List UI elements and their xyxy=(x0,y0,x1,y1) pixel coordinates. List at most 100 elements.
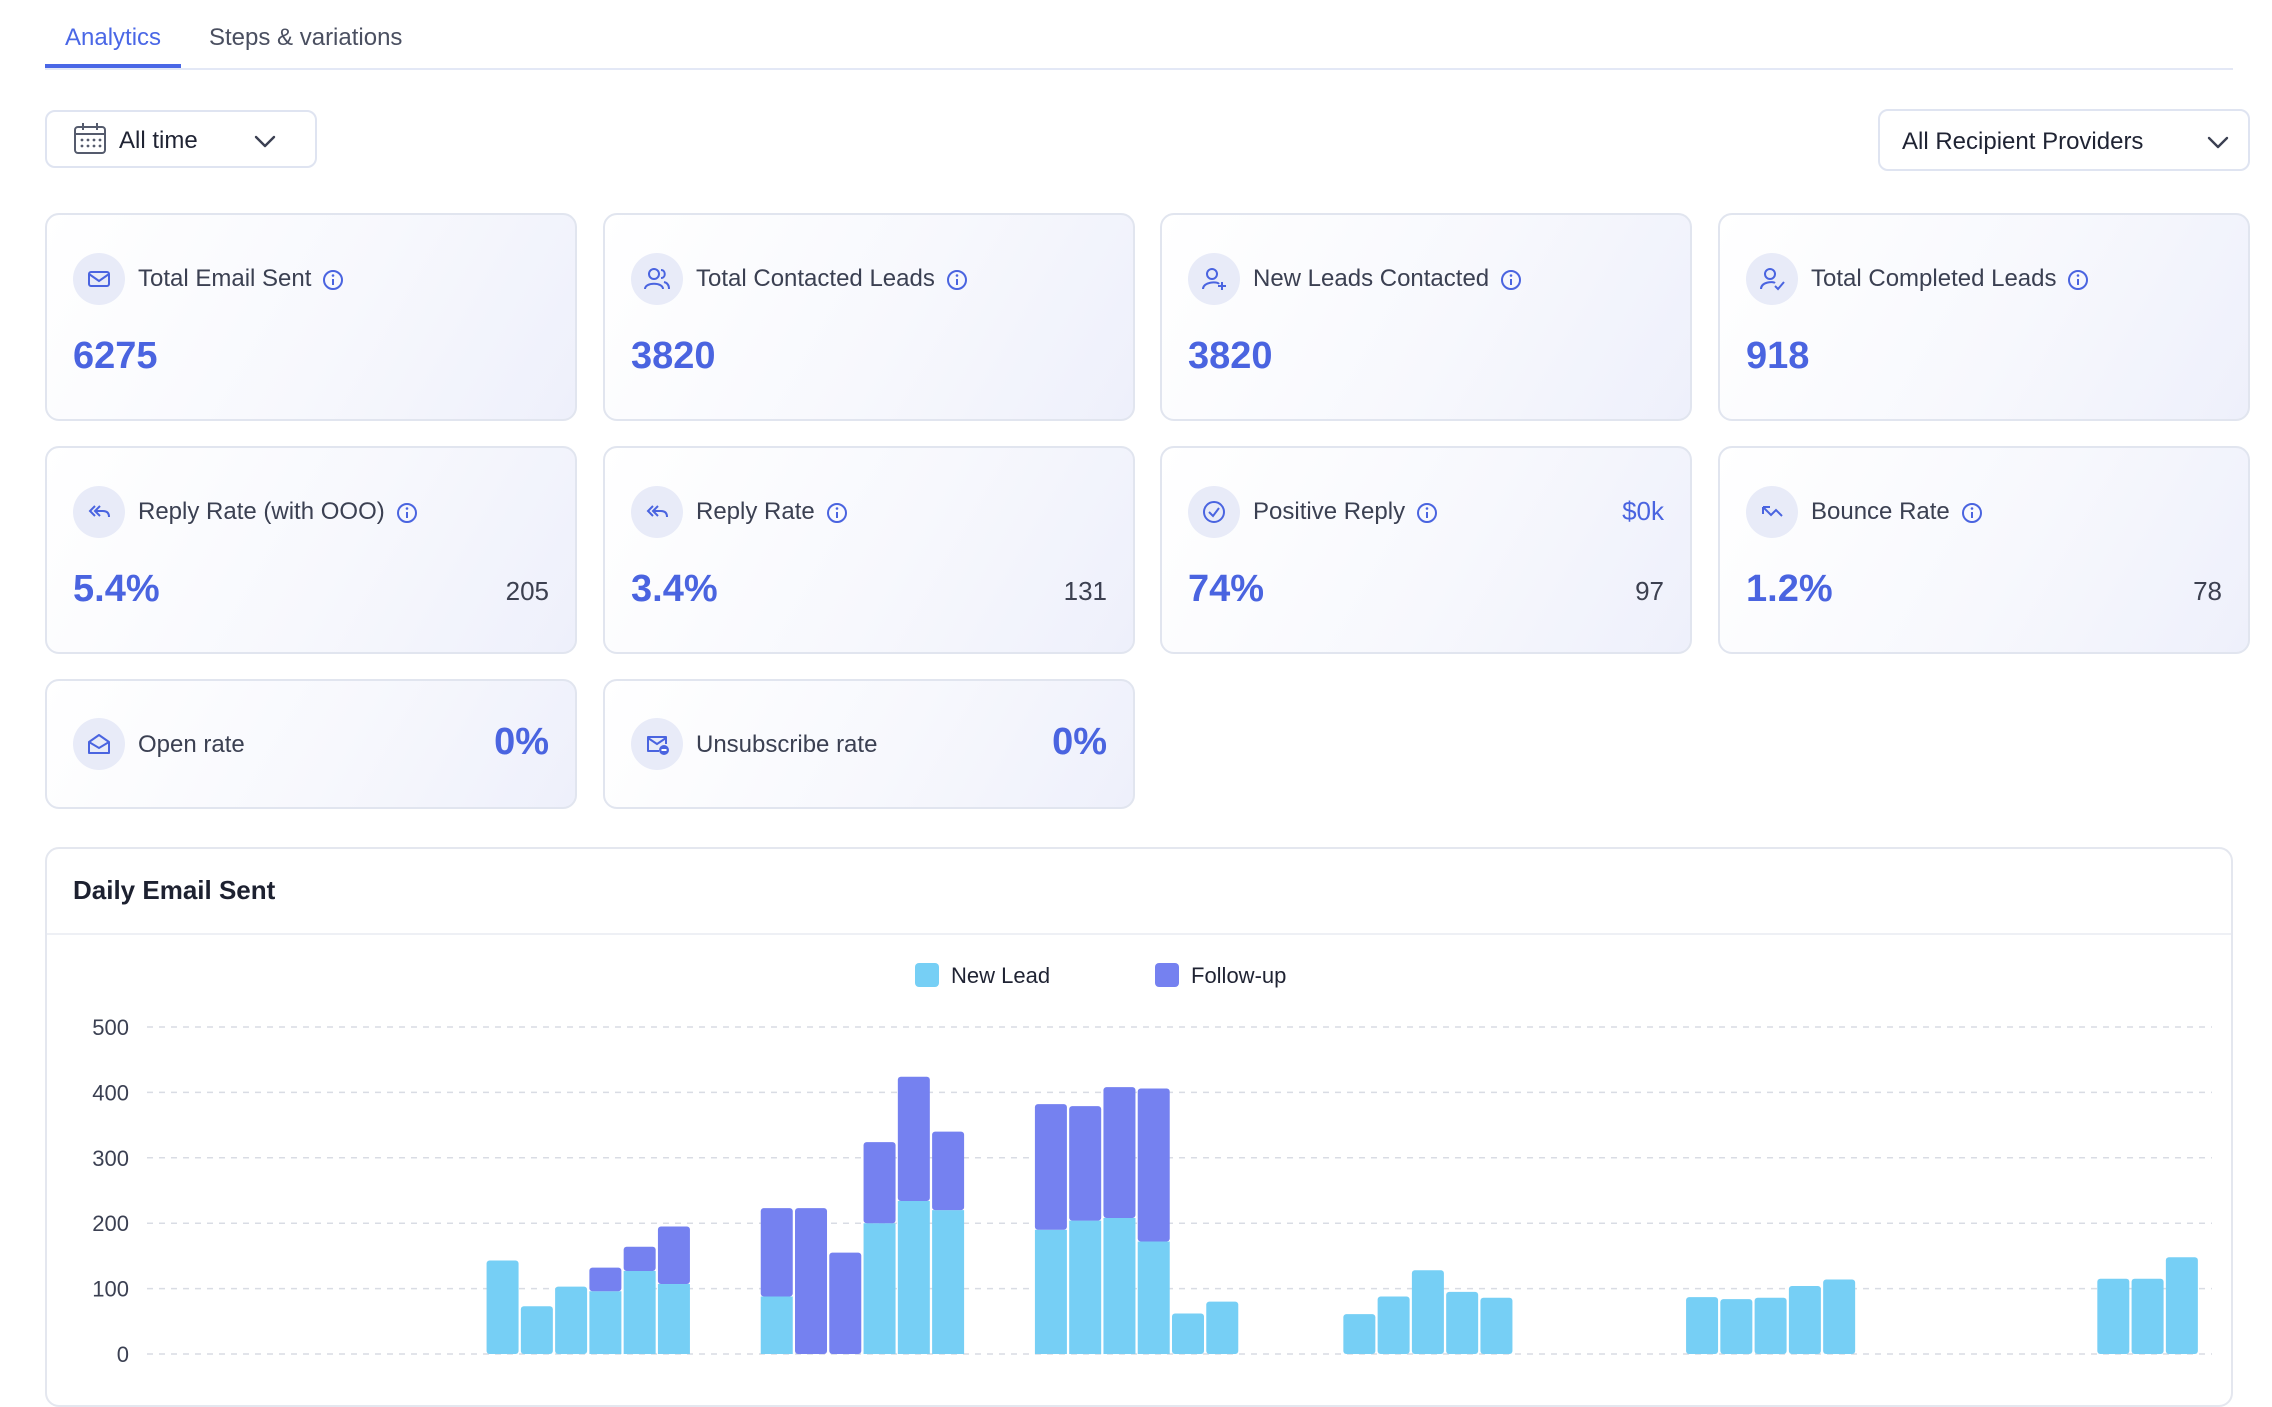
user-check-icon xyxy=(1746,253,1798,305)
tab-steps-variations[interactable]: Steps & variations xyxy=(209,24,403,51)
reply-all-icon xyxy=(631,486,683,538)
bar-segment xyxy=(1172,1313,1204,1354)
recipient-provider-value: All Recipient Providers xyxy=(1902,128,2144,155)
info-icon[interactable] xyxy=(1415,501,1439,525)
info-icon[interactable] xyxy=(321,268,345,292)
mail-minus-icon xyxy=(631,718,683,770)
card-new-leads-contacted: New Leads Contacted 3820 xyxy=(1160,213,1692,421)
bar-segment xyxy=(589,1267,622,1292)
bar-segment xyxy=(623,1246,656,1271)
bar-segment xyxy=(863,1142,896,1224)
card-value: 74% xyxy=(1188,568,1265,610)
time-range-value: All time xyxy=(119,127,198,154)
bar-segment xyxy=(932,1131,965,1211)
bar-segment xyxy=(760,1208,793,1297)
tab-analytics[interactable]: Analytics xyxy=(45,24,182,68)
bar-segment xyxy=(657,1226,690,1285)
bar-segment xyxy=(1069,1220,1102,1354)
bar-segment xyxy=(1446,1291,1479,1354)
info-icon[interactable] xyxy=(2066,268,2090,292)
info-icon[interactable] xyxy=(395,501,419,525)
bar-segment xyxy=(486,1260,519,1354)
card-value: 0% xyxy=(494,721,549,763)
card-count: 78 xyxy=(2193,576,2222,606)
bar-segment xyxy=(1137,1088,1170,1242)
bar-segment xyxy=(795,1208,828,1354)
campaign-analytics-page: Analytics Steps & variations All time Al… xyxy=(45,0,2250,1407)
bar-segment xyxy=(1788,1285,1821,1354)
card-title: Total Contacted Leads xyxy=(696,265,969,293)
bar-segment xyxy=(1377,1296,1410,1354)
bar-segment xyxy=(1754,1297,1787,1354)
check-circle-icon xyxy=(1188,486,1240,538)
bar-segment xyxy=(555,1286,588,1354)
tab-bar: Analytics Steps & variations xyxy=(45,0,2233,70)
bar-segment xyxy=(1206,1301,1239,1354)
info-icon[interactable] xyxy=(1499,268,1523,292)
recipient-provider-dropdown[interactable]: All Recipient Providers xyxy=(1878,109,2250,171)
legend-label: New Lead xyxy=(951,963,1050,988)
bar-segment xyxy=(1103,1217,1136,1354)
info-icon[interactable] xyxy=(825,501,849,525)
bar-segment xyxy=(932,1210,965,1354)
card-title: Bounce Rate xyxy=(1811,498,1984,526)
panel-divider xyxy=(47,933,2231,935)
time-range-dropdown[interactable]: All time xyxy=(45,110,317,168)
chevron-down-icon xyxy=(254,135,276,148)
bar-segment xyxy=(2165,1257,2198,1354)
card-unsubscribe-rate: Unsubscribe rate 0% xyxy=(603,679,1135,809)
card-total-email-sent: Total Email Sent 6275 xyxy=(45,213,577,421)
bar-segment xyxy=(760,1296,793,1354)
card-value: 3820 xyxy=(1188,335,1273,377)
bar-segment xyxy=(589,1291,622,1354)
bar-segment xyxy=(1686,1297,1719,1354)
info-icon[interactable] xyxy=(1960,501,1984,525)
bar-segment xyxy=(1103,1087,1136,1218)
card-count: 205 xyxy=(505,576,549,606)
card-positive-reply: Positive Reply $0k 74% 97 xyxy=(1160,446,1692,654)
card-total-contacted-leads: Total Contacted Leads 3820 xyxy=(603,213,1135,421)
y-tick-label: 0 xyxy=(117,1342,129,1367)
card-title: Open rate xyxy=(138,731,245,758)
bar-segment xyxy=(1411,1270,1444,1354)
bar-segment xyxy=(520,1306,553,1354)
card-title: Total Completed Leads xyxy=(1811,265,2090,293)
daily-email-chart: 0 100 200 300 400 500 New Lead Follow-up xyxy=(92,963,2212,1367)
chart-title: Daily Email Sent xyxy=(73,875,276,905)
bar-segment xyxy=(2097,1278,2130,1354)
card-reply-rate: Reply Rate 3.4% 131 xyxy=(603,446,1135,654)
card-value: 3.4% xyxy=(631,568,718,610)
bar-segment xyxy=(2131,1278,2164,1354)
users-icon xyxy=(631,253,683,305)
chevron-down-icon xyxy=(2207,136,2229,149)
card-title: Reply Rate (with OOO) xyxy=(138,498,419,526)
reply-all-icon xyxy=(73,486,125,538)
card-value: 1.2% xyxy=(1746,568,1833,610)
bar-segment xyxy=(1034,1104,1067,1230)
bar-segment xyxy=(1034,1229,1067,1354)
calendar-icon xyxy=(74,123,106,154)
card-count: 131 xyxy=(1063,576,1107,606)
y-tick-label: 200 xyxy=(92,1211,129,1236)
card-value: 3820 xyxy=(631,335,716,377)
mail-open-icon xyxy=(73,718,125,770)
card-open-rate: Open rate 0% xyxy=(45,679,577,809)
y-tick-label: 400 xyxy=(92,1080,129,1105)
bar-segment xyxy=(1823,1279,1856,1354)
bar-segment xyxy=(1137,1241,1170,1354)
card-total-completed-leads: Total Completed Leads 918 xyxy=(1718,213,2250,421)
card-value: 918 xyxy=(1746,335,1810,377)
bar-segment xyxy=(1343,1314,1376,1354)
mail-icon xyxy=(73,253,125,305)
card-reply-rate-ooo: Reply Rate (with OOO) 5.4% 205 xyxy=(45,446,577,654)
bar-segment xyxy=(897,1076,930,1201)
y-tick-label: 300 xyxy=(92,1146,129,1171)
card-bounce-rate: Bounce Rate 1.2% 78 xyxy=(1718,446,2250,654)
legend-label: Follow-up xyxy=(1191,963,1286,988)
card-title: Unsubscribe rate xyxy=(696,731,878,758)
info-icon[interactable] xyxy=(945,268,969,292)
card-value: 0% xyxy=(1052,721,1107,763)
card-title: New Leads Contacted xyxy=(1253,265,1523,293)
bar-segment xyxy=(829,1252,862,1354)
y-tick-label: 100 xyxy=(92,1277,129,1302)
